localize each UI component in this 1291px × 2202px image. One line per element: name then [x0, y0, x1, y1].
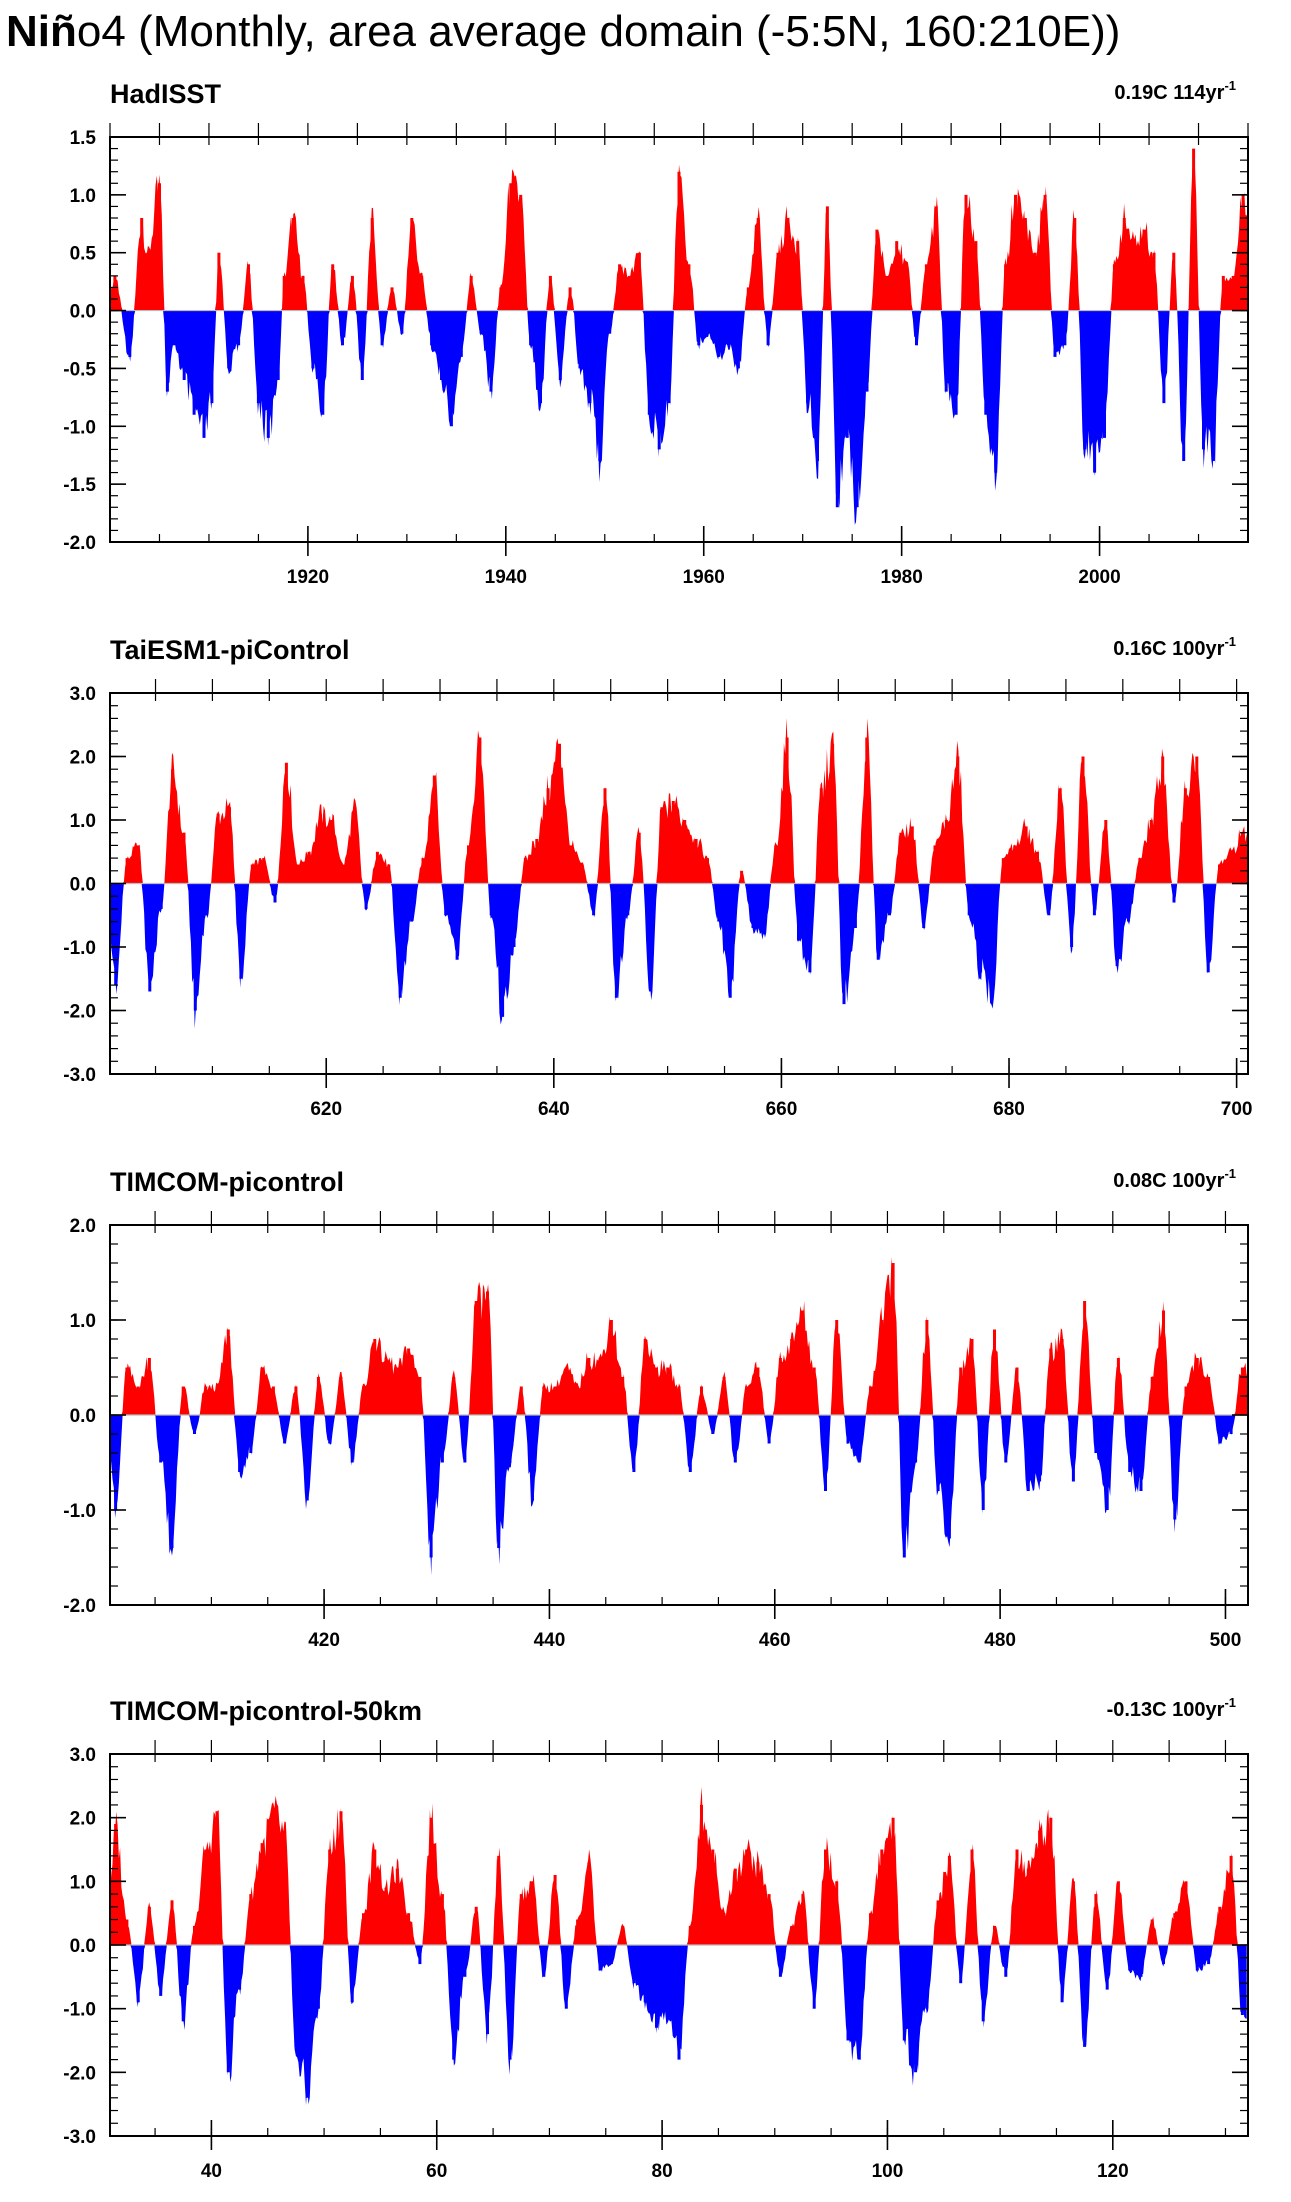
- trend-superscript: -1: [1224, 1695, 1236, 1710]
- trend-value: 0.16C 100yr: [1113, 638, 1224, 660]
- positive-anomaly-area: [110, 1786, 1247, 1945]
- y-tick-label: 0.5: [70, 244, 97, 265]
- y-tick-label: -3.0: [63, 2127, 96, 2148]
- negative-anomaly-area: [110, 310, 1248, 525]
- y-tick-label: -2.0: [63, 2063, 96, 2084]
- trend-value: 0.08C 100yr: [1113, 1170, 1224, 1192]
- x-tick-label: 500: [1210, 1630, 1242, 1651]
- panel-title: HadISST: [110, 79, 222, 109]
- y-tick-label: 3.0: [70, 1745, 96, 1766]
- positive-anomaly-area: [110, 1256, 1248, 1415]
- x-tick-label: 480: [984, 1630, 1016, 1651]
- negative-anomaly-area: [110, 1415, 1248, 1576]
- y-tick-label: 0.0: [70, 302, 96, 323]
- trend-label: 0.19C 114yr-1: [1114, 78, 1236, 104]
- trend-label: -0.13C 100yr-1: [1107, 1695, 1236, 1721]
- y-tick-label: 1.0: [70, 1311, 96, 1332]
- x-tick-label: 620: [310, 1099, 342, 1120]
- y-tick-label: 3.0: [70, 684, 96, 705]
- x-tick-label: 700: [1221, 1099, 1253, 1120]
- x-tick-label: 660: [766, 1099, 798, 1120]
- trend-superscript: -1: [1224, 1166, 1236, 1181]
- x-tick-label: 120: [1097, 2161, 1129, 2182]
- panel-title: TaiESM1-piControl: [110, 635, 350, 665]
- trend-label: 0.08C 100yr-1: [1113, 1166, 1236, 1192]
- x-tick-label: 100: [872, 2161, 904, 2182]
- panel-title: TIMCOM-picontrol: [110, 1167, 344, 1197]
- y-tick-label: 0.0: [70, 1406, 96, 1427]
- y-tick-label: -1.0: [63, 417, 96, 438]
- y-tick-label: -2.0: [63, 533, 96, 554]
- x-tick-label: 1960: [683, 567, 725, 588]
- page-title-bold: Niñ: [6, 7, 77, 56]
- y-tick-label: -2.0: [63, 1596, 96, 1617]
- chart-panel-2: -2.0 -1.0 0.0 1.0 2.0 420 440 460 480 500 TIMCOM-p…: [63, 1166, 1249, 1651]
- chart-panel-1: -3.0 -2.0 -1.0 0.0 1.0 2.0 3.0 620 640 660 680 700 T…: [63, 634, 1252, 1120]
- panel-title: TIMCOM-picontrol-50km: [110, 1696, 422, 1726]
- y-tick-label: 0.0: [70, 1936, 96, 1957]
- y-tick-label: 2.0: [70, 748, 96, 769]
- trend-label: 0.16C 100yr-1: [1113, 634, 1236, 660]
- x-tick-label: 40: [201, 2161, 222, 2182]
- y-tick-label: 2.0: [70, 1216, 96, 1237]
- y-tick-label: -2.0: [63, 1002, 96, 1023]
- x-tick-label: 640: [538, 1099, 570, 1120]
- y-tick-label: -0.5: [63, 359, 96, 380]
- y-tick-label: -1.5: [63, 475, 96, 496]
- x-tick-label: 420: [308, 1630, 340, 1651]
- chart-panel-3: -3.0 -2.0 -1.0 0.0 1.0 2.0 3.0 40 60 80 100 120 TIMC…: [63, 1695, 1249, 2182]
- y-tick-label: 1.0: [70, 811, 96, 832]
- page-title-rest: o4 (Monthly, area average domain (-5:5N,…: [76, 7, 1121, 56]
- positive-anomaly-area: [110, 717, 1248, 884]
- x-tick-label: 2000: [1078, 567, 1120, 588]
- trend-superscript: -1: [1224, 78, 1236, 93]
- y-tick-label: 0.0: [70, 875, 96, 896]
- x-tick-label: 1920: [287, 567, 329, 588]
- chart-panel-0: -2.0 -1.5 -1.0 -0.5 0.0 0.5 1.0 1.5 1920 1940 1960…: [63, 78, 1249, 588]
- x-tick-label: 460: [759, 1630, 791, 1651]
- y-tick-label: 1.0: [70, 1872, 96, 1893]
- y-tick-label: 2.0: [70, 1809, 96, 1830]
- y-tick-label: -1.0: [63, 938, 96, 959]
- x-tick-label: 1940: [485, 567, 527, 588]
- plot-frame: [109, 136, 1249, 543]
- y-tick-label: -3.0: [63, 1065, 96, 1086]
- x-tick-label: 440: [534, 1630, 566, 1651]
- y-tick-label: 1.0: [70, 186, 96, 207]
- x-tick-label: 1980: [881, 567, 923, 588]
- trend-value: 0.19C 114yr: [1114, 82, 1224, 104]
- page-title: Niño4 (Monthly, area average domain (-5:…: [6, 2, 1120, 62]
- x-tick-label: 80: [652, 2161, 673, 2182]
- y-tick-label: -1.0: [63, 2000, 96, 2021]
- trend-value: -0.13C 100yr: [1107, 1699, 1225, 1721]
- y-tick-label: 1.5: [70, 128, 97, 149]
- negative-anomaly-area: [110, 883, 1248, 1029]
- x-tick-label: 680: [993, 1099, 1025, 1120]
- y-tick-label: -1.0: [63, 1501, 96, 1522]
- trend-superscript: -1: [1224, 634, 1236, 649]
- x-tick-label: 60: [426, 2161, 447, 2182]
